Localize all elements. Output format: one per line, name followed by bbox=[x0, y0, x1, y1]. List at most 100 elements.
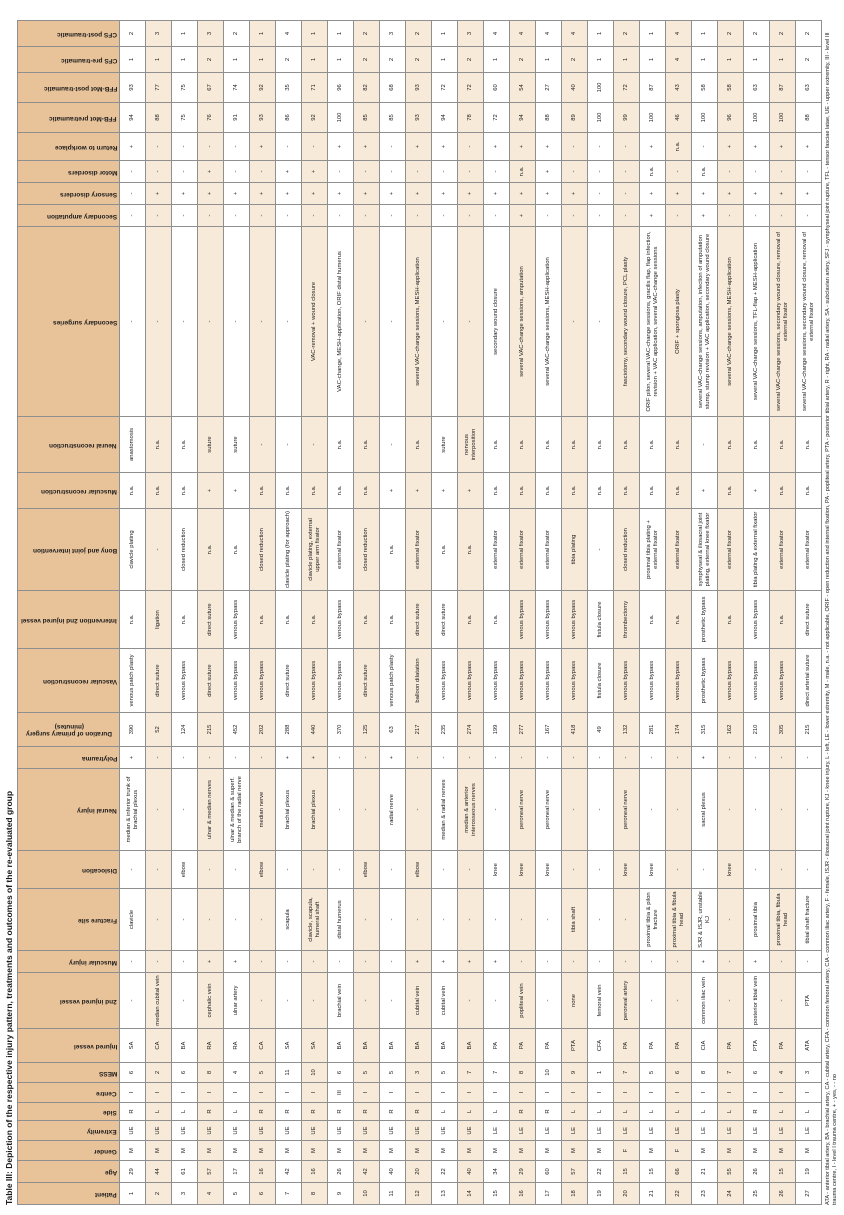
data-cell: n.a. bbox=[457, 508, 484, 591]
data-cell: - bbox=[405, 888, 432, 951]
data-cell: - bbox=[587, 950, 614, 973]
data-cell: R bbox=[119, 1102, 146, 1121]
data-cell: - bbox=[327, 950, 354, 973]
patient-row: 24 55 M LE L I 7 PA - - - knee - -162 venous bypass n.a… bbox=[717, 20, 744, 1205]
data-cell: 288 bbox=[275, 712, 302, 747]
data-cell: L bbox=[613, 1102, 640, 1121]
data-cell: 277 bbox=[509, 712, 536, 747]
data-cell: - bbox=[301, 950, 328, 973]
data-cell: + bbox=[795, 132, 822, 161]
data-cell: - bbox=[145, 226, 172, 417]
data-cell: n.a. bbox=[587, 416, 614, 473]
data-cell: - bbox=[535, 746, 562, 769]
data-cell: 390 bbox=[119, 712, 146, 747]
data-cell: venous bypass bbox=[769, 648, 796, 713]
data-cell: clavicle plating, external upper arm fix… bbox=[301, 508, 328, 591]
data-cell: - bbox=[223, 226, 250, 417]
data-cell: + bbox=[639, 182, 666, 205]
data-cell: - bbox=[613, 160, 640, 183]
data-cell: M bbox=[431, 1140, 458, 1161]
data-cell: 1 bbox=[587, 20, 614, 47]
data-cell: 2 bbox=[613, 20, 640, 47]
data-cell: + bbox=[379, 182, 406, 205]
data-cell: L bbox=[223, 1102, 250, 1121]
data-cell: - bbox=[119, 160, 146, 183]
data-cell: n.a. bbox=[509, 416, 536, 473]
data-cell: 74 bbox=[223, 72, 250, 103]
data-cell: R bbox=[509, 1102, 536, 1121]
data-cell: 72 bbox=[613, 72, 640, 103]
data-cell: 2 bbox=[379, 46, 406, 73]
data-cell: venous patch plasty bbox=[379, 648, 406, 713]
data-cell: popliteal vein bbox=[509, 972, 536, 1029]
data-cell: n.a. bbox=[743, 416, 770, 473]
data-cell: 132 bbox=[613, 712, 640, 747]
data-cell: n.a. bbox=[639, 590, 666, 649]
data-cell: - bbox=[587, 746, 614, 769]
data-cell: 1 bbox=[743, 46, 770, 73]
data-cell: venous bypass bbox=[535, 648, 562, 713]
data-cell: venous bypass bbox=[301, 648, 328, 713]
data-cell: M bbox=[483, 1140, 510, 1161]
data-cell: 5 bbox=[431, 1062, 458, 1083]
data-cell: + bbox=[561, 182, 588, 205]
data-cell: - bbox=[171, 132, 198, 161]
data-cell: 76 bbox=[197, 102, 224, 133]
data-cell: 63 bbox=[743, 72, 770, 103]
data-cell: + bbox=[769, 182, 796, 205]
data-cell: I bbox=[769, 1082, 796, 1103]
data-cell: LE bbox=[587, 1120, 614, 1141]
data-cell: 57 bbox=[197, 1160, 224, 1183]
data-cell: n.a. bbox=[639, 160, 666, 183]
data-cell: 13 bbox=[431, 1182, 458, 1205]
data-cell: 19 bbox=[587, 1182, 614, 1205]
data-cell: - bbox=[379, 160, 406, 183]
data-cell: 88 bbox=[795, 102, 822, 133]
data-cell: 3 bbox=[197, 20, 224, 47]
data-cell: tibia plating & external fixator bbox=[743, 508, 770, 591]
data-cell: n.a. bbox=[665, 132, 692, 161]
data-cell: + bbox=[691, 182, 718, 205]
data-cell: - bbox=[223, 132, 250, 161]
table-title: Table III: Depiction of the respective i… bbox=[4, 790, 14, 1205]
data-cell: venous bypass bbox=[717, 648, 744, 713]
data-cell: - bbox=[431, 204, 458, 227]
data-cell: 2 bbox=[119, 20, 146, 47]
data-cell: 6 bbox=[327, 1062, 354, 1083]
column-header-cell: Return to workplace bbox=[17, 132, 120, 161]
column-header-cell: CFS post-traumatic bbox=[17, 20, 120, 47]
data-cell: CA bbox=[145, 1028, 172, 1063]
data-cell: 26 bbox=[769, 1182, 796, 1205]
data-cell: + bbox=[301, 746, 328, 769]
data-cell: - bbox=[145, 132, 172, 161]
column-header-cell: Muscular injury bbox=[17, 950, 120, 973]
data-cell: PA bbox=[639, 1028, 666, 1063]
data-cell: 2 bbox=[743, 20, 770, 47]
column-header-label: CFS pre-traumatic bbox=[60, 56, 117, 64]
data-cell: 60 bbox=[535, 1160, 562, 1183]
data-cell: ligation bbox=[145, 590, 172, 649]
data-cell: 58 bbox=[717, 72, 744, 103]
data-cell: - bbox=[769, 160, 796, 183]
data-cell: - bbox=[275, 132, 302, 161]
data-cell: SA bbox=[119, 1028, 146, 1063]
data-cell: 1 bbox=[249, 46, 276, 73]
data-cell: proximal tibia & fibula head bbox=[665, 888, 692, 951]
data-cell: 6 bbox=[743, 1062, 770, 1083]
data-cell: 5 bbox=[249, 1062, 276, 1083]
data-cell: ATA bbox=[795, 1028, 822, 1063]
data-cell: direct suture bbox=[795, 590, 822, 649]
data-cell: n.a. bbox=[535, 416, 562, 473]
data-cell: 21 bbox=[691, 1160, 718, 1183]
data-cell: - bbox=[145, 508, 172, 591]
data-cell: external fixator bbox=[535, 508, 562, 591]
patient-row: 8 16 M UE R I 10 SA - - clavicle, scapula, humeral… bbox=[301, 20, 328, 1205]
data-cell: - bbox=[717, 768, 744, 851]
data-cell: - bbox=[171, 746, 198, 769]
data-cell: + bbox=[717, 132, 744, 161]
data-cell: - bbox=[379, 226, 406, 417]
patient-row: 4 57 M UE R I 8 RA cephalic vein + - - ulnar & media… bbox=[197, 20, 224, 1205]
data-cell: - bbox=[665, 850, 692, 889]
data-cell: M bbox=[223, 1140, 250, 1161]
patient-row: 25 26 M LE R I 6 PTA posterior tibial vein + proxi… bbox=[743, 20, 770, 1205]
